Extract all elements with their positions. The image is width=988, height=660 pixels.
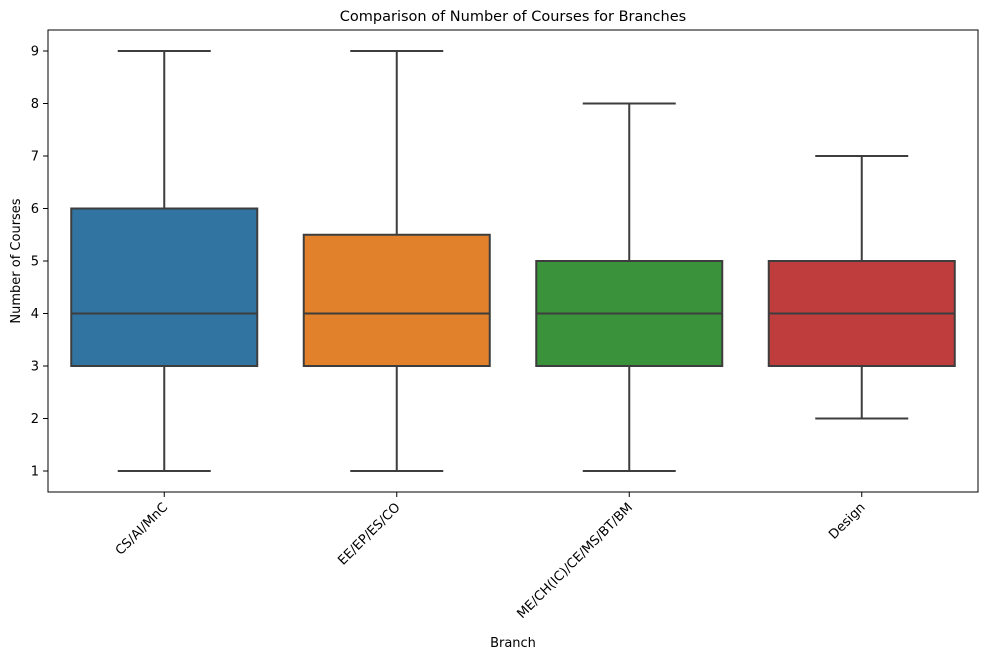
x-tick-label: CS/AI/MnC bbox=[113, 500, 171, 558]
y-tick-label: 3 bbox=[31, 360, 39, 375]
chart-marks: 1 2 3 4 5 6 7 8 9 CS/AI/MnC EE/EP/ES/CO ME/CH(IC)/C… bbox=[31, 45, 956, 622]
x-tick-label: ME/CH(IC)/CE/MS/BT/BM bbox=[514, 500, 636, 622]
y-tick-label: 2 bbox=[31, 412, 39, 427]
y-tick-label: 5 bbox=[31, 255, 39, 270]
y-tick-label: 1 bbox=[31, 465, 39, 480]
y-tick-label: 7 bbox=[31, 150, 39, 165]
chart-title: Comparison of Number of Courses for Bran… bbox=[340, 9, 686, 25]
x-tick-label: Design bbox=[826, 500, 868, 542]
x-tick-label: EE/EP/ES/CO bbox=[335, 500, 403, 568]
x-axis-label: Branch bbox=[490, 636, 536, 651]
box-0 bbox=[70, 207, 259, 367]
y-tick-label: 9 bbox=[31, 45, 39, 60]
y-axis-label: Number of Courses bbox=[9, 198, 24, 323]
y-tick-label: 6 bbox=[31, 202, 39, 217]
y-tick-label: 8 bbox=[31, 97, 39, 112]
box-1 bbox=[302, 233, 491, 367]
plot-frame bbox=[47, 29, 979, 493]
y-tick-label: 4 bbox=[31, 307, 39, 322]
